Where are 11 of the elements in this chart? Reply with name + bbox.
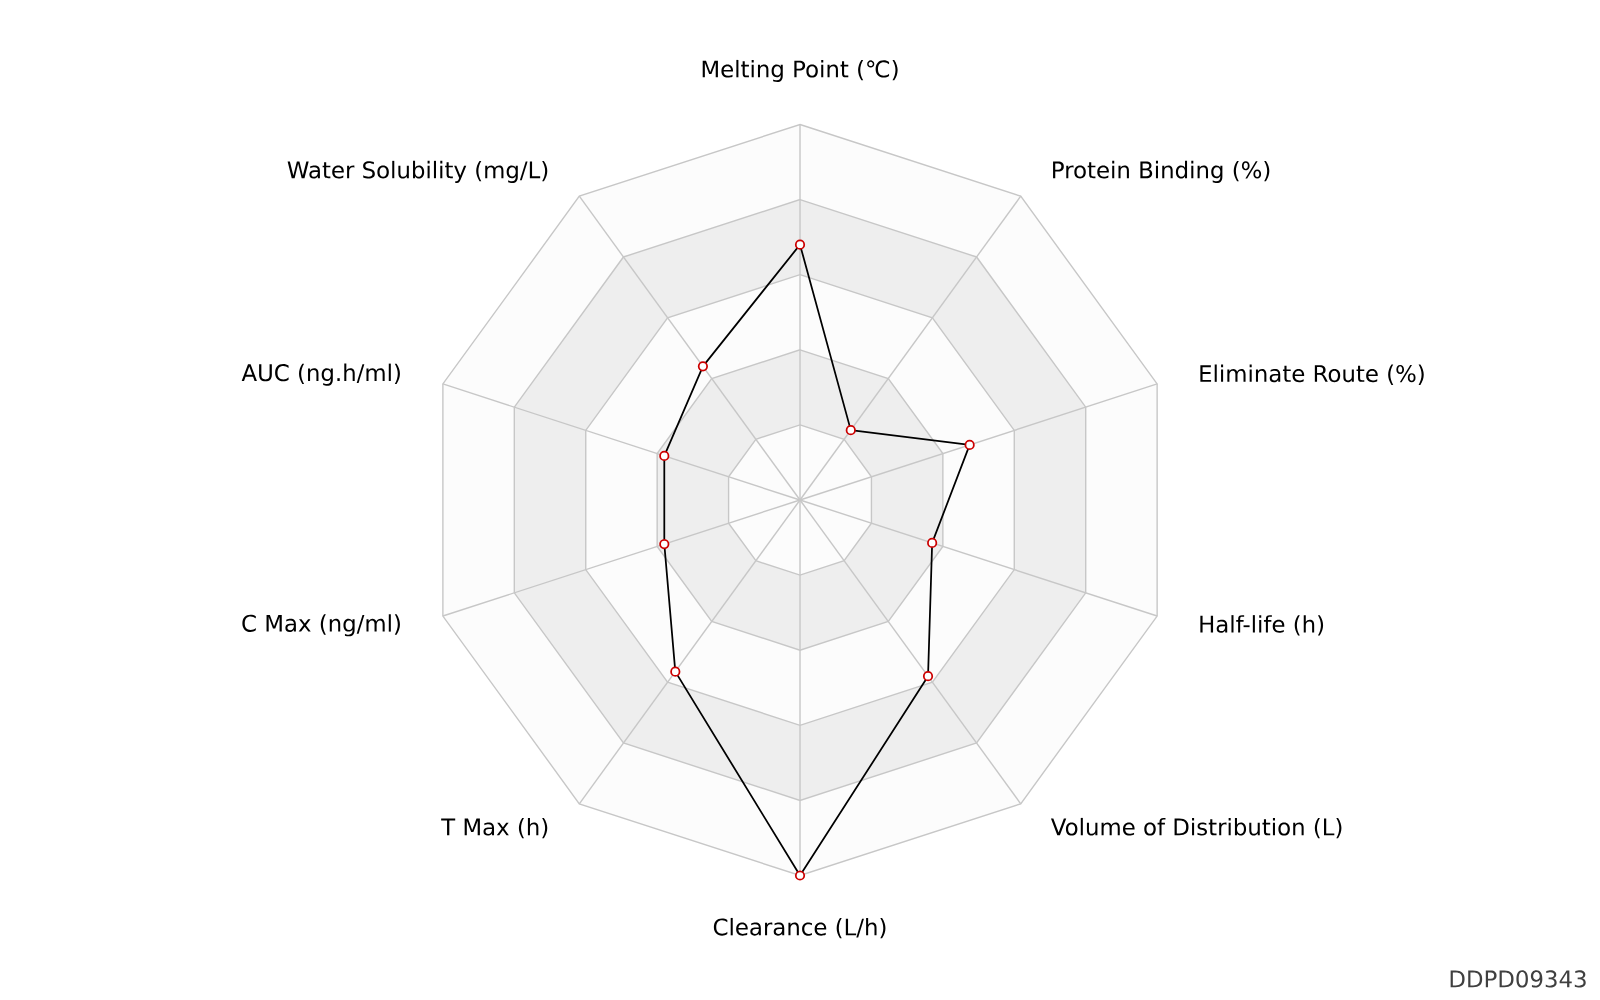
text: DDPD09343 <box>1450 970 1586 988</box>
spoke-label: Volume of Distribution (L) <box>1050 817 1342 839</box>
spoke-label: Protein Binding (%) <box>1053 160 1270 183</box>
spoke-label: T Max (h) <box>441 817 548 839</box>
spoke-label: C Max (ng/ml) <box>242 614 400 637</box>
spoke-label: Melting Point (℃) <box>702 59 898 83</box>
spoke-label: Clearance (L/h) <box>713 917 886 939</box>
spoke-label: Water Solubility (mg/L) <box>287 160 548 183</box>
spoke-label: AUC (ng.h/ml) <box>241 363 400 386</box>
spoke-label: Eliminate Route (%) <box>1200 364 1424 385</box>
spoke-label: Half-life (h) <box>1200 615 1324 636</box>
